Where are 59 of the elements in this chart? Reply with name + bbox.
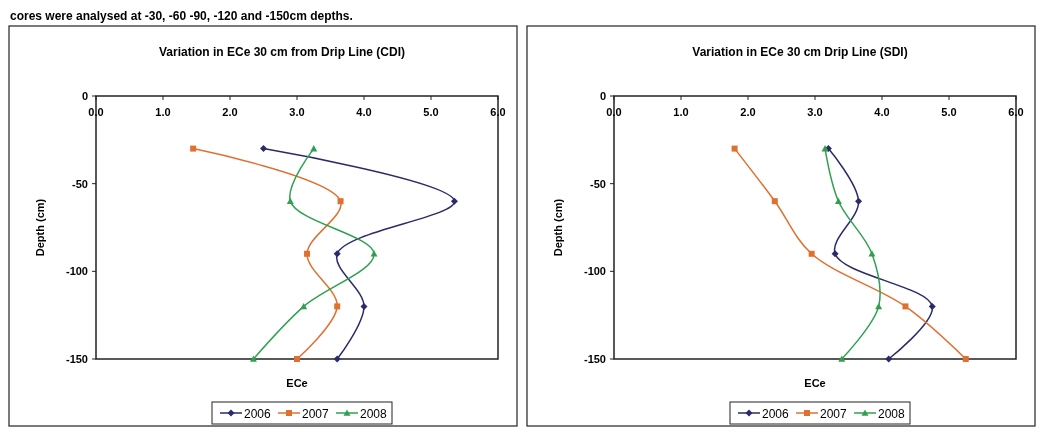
point <box>286 197 294 204</box>
point <box>300 302 308 310</box>
point <box>450 197 458 205</box>
legend-label: 2006 <box>762 406 790 421</box>
point <box>838 355 846 362</box>
point <box>190 145 197 152</box>
y-axis-title: Depth (cm) <box>552 198 564 257</box>
point <box>831 250 839 258</box>
point <box>868 250 876 257</box>
legend-label: 2008 <box>878 406 906 421</box>
point <box>902 303 909 310</box>
y-tick-label: -50 <box>590 177 606 190</box>
x-axis-title: ECe <box>286 377 308 389</box>
point <box>875 302 883 310</box>
legend-label: 2008 <box>360 406 388 421</box>
x-tick-label: 3.0 <box>807 106 823 118</box>
y-tick-label: -150 <box>65 353 88 365</box>
x-tick-label: 2.0 <box>222 106 238 118</box>
y-tick-label: -50 <box>72 177 88 190</box>
chart-title: Variation in ECe 30 cm from Drip Line (CDI) <box>158 45 406 59</box>
y-axis-title: Depth (cm) <box>34 198 46 257</box>
point <box>771 198 778 205</box>
text: cores were analysed at -30, -60 -90, -120 and -150cm depths. <box>10 9 353 23</box>
legend-label: 2007 <box>302 406 330 421</box>
point <box>333 355 341 363</box>
x-tick-label: 5.0 <box>423 106 439 118</box>
point <box>731 145 738 152</box>
legend-label: 2007 <box>820 406 848 421</box>
chart-title: Variation in ECe 30 cm Drip Line (SDI) <box>692 45 908 59</box>
point <box>334 303 341 310</box>
point <box>333 250 341 258</box>
point <box>260 145 267 153</box>
x-tick-label: 1.0 <box>673 106 689 118</box>
y-tick-label: 0 <box>599 90 606 102</box>
point <box>885 355 893 363</box>
x-tick-label: 3.0 <box>289 106 305 118</box>
point <box>360 302 368 310</box>
point <box>928 302 936 310</box>
point <box>370 250 378 257</box>
y-tick-label: -150 <box>583 353 606 365</box>
legend-label: 2006 <box>244 406 272 421</box>
point <box>337 198 344 205</box>
point <box>310 145 318 152</box>
point <box>249 355 257 362</box>
point <box>962 356 969 362</box>
point <box>294 356 300 362</box>
x-axis-title: ECe <box>804 377 826 389</box>
x-tick-label: 1.0 <box>155 106 171 118</box>
point <box>304 250 311 257</box>
point <box>808 250 815 257</box>
y-tick-label: -100 <box>65 265 88 278</box>
x-tick-label: 5.0 <box>941 106 957 118</box>
y-tick-label: -100 <box>583 265 606 278</box>
point <box>834 197 842 204</box>
x-tick-label: 2.0 <box>740 106 756 118</box>
point <box>855 197 863 205</box>
x-tick-label: 4.0 <box>356 106 372 118</box>
y-tick-label: 0 <box>81 90 88 102</box>
x-tick-label: 4.0 <box>874 106 890 118</box>
